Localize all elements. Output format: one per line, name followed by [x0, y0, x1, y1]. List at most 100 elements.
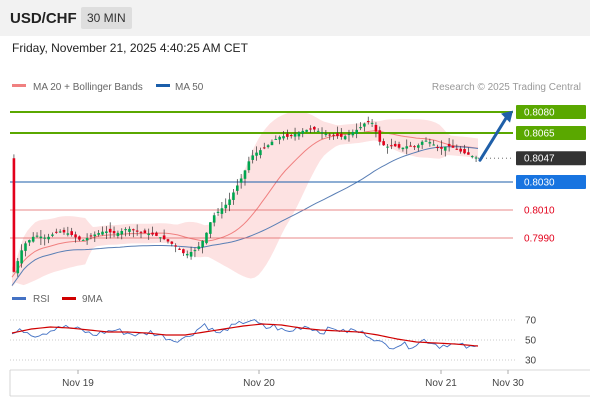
chart-header: USD/CHF 30 MIN	[0, 0, 590, 36]
timeframe-badge[interactable]: 30 MIN	[81, 7, 132, 29]
candle-body	[328, 134, 332, 136]
level-label-2: 0.8047	[524, 154, 555, 165]
candle-body	[209, 222, 212, 234]
candle-body	[132, 229, 135, 231]
candle-body	[89, 235, 93, 237]
candle-body	[78, 236, 81, 240]
candle-body	[147, 233, 151, 236]
candle-body	[28, 240, 31, 243]
candle-body	[182, 249, 185, 254]
candle-body	[12, 158, 16, 272]
candle-body	[297, 132, 301, 137]
candle-body	[255, 152, 258, 156]
candle-body	[58, 231, 62, 233]
level-label-bg-3	[516, 175, 586, 189]
candle-body	[320, 132, 324, 134]
candle-body	[463, 149, 466, 154]
candle-body	[101, 231, 104, 235]
legend-9ma-label: 9MA	[82, 294, 103, 305]
candle-body	[178, 248, 181, 250]
candle-body	[116, 232, 120, 236]
rsi-tick-0: 70	[525, 316, 537, 327]
candle-body	[62, 229, 66, 233]
candle-body	[51, 234, 54, 236]
candle-body	[120, 231, 124, 235]
level-label-4: 0.8010	[524, 206, 555, 217]
candle-body	[270, 141, 274, 146]
time-axis: Nov 19 Nov 20 Nov 21 Nov 30	[9, 369, 590, 397]
rsi-9ma-line	[11, 323, 479, 347]
candle-body	[31, 236, 35, 242]
candle-body	[193, 250, 197, 252]
candle-body	[135, 230, 139, 232]
candle-body	[420, 141, 424, 145]
legend-rsi-swatch	[12, 297, 26, 300]
candle-body	[143, 230, 147, 234]
candle-body	[235, 185, 239, 191]
candle-body	[155, 232, 158, 236]
candle-body	[243, 170, 247, 179]
candle-body	[16, 261, 20, 274]
candle-body	[286, 133, 289, 137]
candle-body	[363, 123, 366, 127]
candle-body	[339, 133, 343, 137]
candle-body	[20, 250, 23, 264]
candle-body	[289, 135, 293, 137]
candle-body	[447, 143, 451, 147]
candle-body	[443, 146, 447, 151]
candle-body	[54, 231, 58, 233]
candle-body	[378, 130, 382, 142]
legend-ma50-swatch	[156, 84, 170, 87]
candle-body	[351, 131, 355, 136]
candle-body	[405, 146, 409, 149]
candle-body	[293, 134, 297, 137]
candle-body	[74, 234, 77, 238]
x-tick-label-0: Nov 19	[62, 378, 94, 389]
candle-body	[108, 228, 112, 233]
candle-body	[370, 122, 374, 124]
candle-body	[440, 147, 443, 149]
candle-body	[336, 133, 339, 137]
candle-body	[262, 147, 266, 149]
x-tick-label-3: Nov 30	[492, 378, 524, 389]
candle-body	[170, 241, 174, 244]
candle-body	[282, 136, 285, 139]
forecast-arrow-head	[501, 110, 513, 123]
candle-body	[220, 208, 224, 214]
level-label-3: 0.8030	[524, 178, 555, 189]
candle-body	[251, 155, 255, 160]
timestamp: Friday, November 21, 2025 4:40:25 AM CET	[12, 41, 248, 55]
candle-body	[228, 199, 231, 205]
candle-body	[278, 136, 281, 140]
candle-body	[185, 253, 189, 256]
candle-body	[35, 235, 39, 237]
candle-body	[386, 146, 389, 148]
legend-ma50-label: MA 50	[175, 82, 204, 93]
candle-body	[382, 141, 385, 146]
legend-9ma-swatch	[62, 297, 76, 300]
candle-body	[47, 236, 50, 240]
candle-body	[417, 145, 420, 148]
candle-body	[347, 134, 351, 136]
candle-body	[105, 231, 108, 233]
copyright-text: Research © 2025 Trading Central	[432, 82, 581, 93]
candle-body	[197, 246, 201, 249]
candle-body	[424, 140, 428, 142]
candle-body	[355, 129, 358, 134]
candle-body	[162, 235, 166, 240]
legend-ma20-swatch	[12, 84, 26, 87]
candle-body	[455, 148, 459, 150]
candle-body	[324, 133, 328, 135]
level-label-1: 0.8065	[524, 129, 555, 140]
candle-body	[366, 120, 370, 123]
candle-body	[401, 147, 405, 150]
candle-body	[274, 138, 278, 140]
candle-body	[166, 239, 170, 242]
candle-body	[43, 237, 47, 239]
candle-body	[459, 148, 462, 152]
rsi-line	[11, 319, 479, 350]
candle-body	[259, 150, 262, 156]
candle-body	[201, 240, 204, 248]
level-label-bg-1	[516, 126, 586, 140]
level-label-bg-2	[516, 151, 586, 166]
